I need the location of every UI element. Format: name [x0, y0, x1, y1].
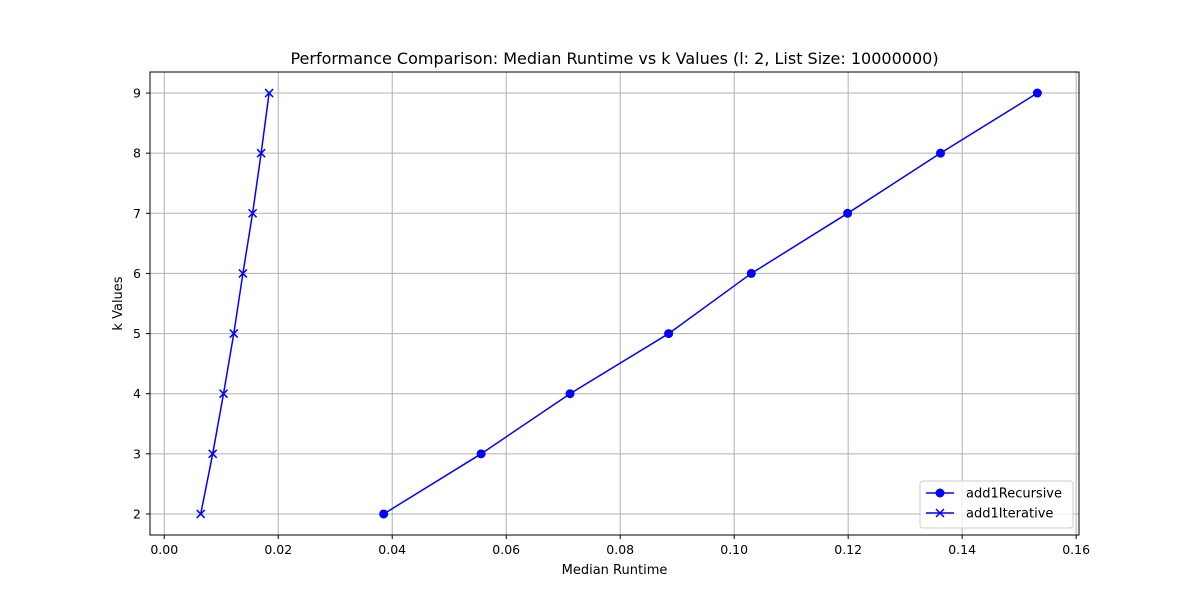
data-point-add1Iterative — [196, 509, 206, 519]
legend-marker-add1Recursive — [935, 488, 945, 498]
data-point-add1Recursive — [936, 148, 946, 158]
legend: add1Recursive add1Iterative — [919, 480, 1074, 529]
data-point-add1Iterative — [238, 268, 248, 278]
data-point-add1Recursive — [476, 449, 486, 459]
x-tick-label: 0.08 — [606, 542, 634, 557]
data-point-add1Recursive — [843, 208, 853, 218]
data-point-add1Iterative — [264, 88, 274, 98]
axis-ticks: 0.00 0.02 0.04 0.06 0.08 0.10 0.12 0.14 0.16 2 3 4 5… — [133, 86, 1090, 557]
y-axis-label: k Values — [111, 276, 126, 330]
series-add1Iterative — [196, 88, 274, 519]
data-point-add1Recursive — [664, 329, 674, 339]
y-tick-label: 2 — [133, 506, 141, 521]
y-tick-label: 7 — [133, 206, 141, 221]
data-point-add1Recursive — [565, 389, 575, 399]
y-tick-label: 5 — [133, 326, 141, 341]
x-tick-label: 0.04 — [378, 542, 406, 557]
legend-label-add1Iterative: add1Iterative — [966, 507, 1053, 522]
y-tick-label: 3 — [133, 446, 141, 461]
plot-frame — [149, 71, 1080, 536]
y-tick-label: 9 — [133, 86, 141, 101]
y-tick-label: 8 — [133, 146, 141, 161]
y-tick-label: 6 — [133, 266, 141, 281]
grid — [150, 72, 1079, 535]
x-axis-label: Median Runtime — [562, 563, 668, 578]
y-tick-label: 4 — [133, 386, 141, 401]
series-line-add1Iterative — [199, 92, 270, 515]
legend-box — [919, 480, 1074, 529]
data-point-add1Iterative — [229, 329, 239, 339]
x-tick-label: 0.00 — [150, 542, 178, 557]
data-point-add1Iterative — [218, 389, 229, 399]
data-point-add1Recursive — [1032, 88, 1042, 98]
data-point-add1Recursive — [746, 268, 756, 278]
data-point-add1Iterative — [208, 449, 218, 459]
legend-label-add1Recursive: add1Recursive — [966, 487, 1062, 502]
data-point-add1Iterative — [248, 208, 258, 218]
legend-marker-add1Iterative — [935, 508, 945, 518]
data-point-add1Iterative — [256, 148, 266, 158]
x-tick-label: 0.14 — [948, 542, 976, 557]
x-tick-label: 0.02 — [264, 542, 292, 557]
series-line-add1Recursive — [383, 92, 1038, 515]
chart-title: Performance Comparison: Median Runtime v… — [290, 49, 938, 68]
x-tick-label: 0.10 — [720, 542, 748, 557]
series-add1Recursive — [379, 88, 1042, 519]
x-tick-label: 0.12 — [834, 542, 862, 557]
series-layer — [196, 88, 1042, 519]
data-point-add1Recursive — [379, 509, 389, 519]
x-tick-label: 0.06 — [492, 542, 520, 557]
x-tick-label: 0.16 — [1062, 542, 1090, 557]
